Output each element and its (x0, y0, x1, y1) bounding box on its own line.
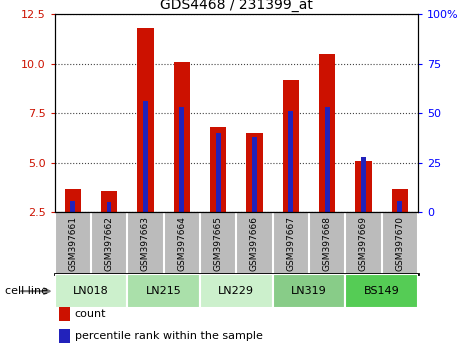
Text: GSM397669: GSM397669 (359, 216, 368, 271)
Bar (107, 202, 112, 212)
Text: cell line: cell line (5, 286, 48, 296)
Text: LN229: LN229 (218, 286, 254, 296)
Text: GSM397663: GSM397663 (141, 216, 150, 271)
Bar (65, 189, 81, 212)
Text: GSM397662: GSM397662 (104, 216, 114, 271)
Bar (180, 107, 184, 212)
Text: count: count (75, 309, 106, 319)
Bar (127, 274, 200, 308)
Bar (355, 161, 371, 212)
Bar (101, 190, 117, 212)
Bar (398, 200, 402, 212)
Text: GSM397668: GSM397668 (323, 216, 332, 271)
Text: LN319: LN319 (291, 286, 327, 296)
Text: GSM397667: GSM397667 (286, 216, 295, 271)
Text: GSM397665: GSM397665 (214, 216, 223, 271)
Bar (143, 101, 148, 212)
Bar (319, 54, 335, 212)
Title: GDS4468 / 231399_at: GDS4468 / 231399_at (160, 0, 313, 12)
Bar (247, 133, 263, 212)
Bar (210, 127, 226, 212)
Text: GSM397661: GSM397661 (68, 216, 77, 271)
Bar (345, 274, 418, 308)
Text: GSM397670: GSM397670 (395, 216, 404, 271)
Bar (70, 200, 75, 212)
Bar (325, 107, 330, 212)
Bar (273, 274, 345, 308)
Bar (361, 157, 366, 212)
Bar (137, 28, 153, 212)
Bar (55, 274, 127, 308)
Bar (283, 80, 299, 212)
Bar (174, 62, 190, 212)
Text: percentile rank within the sample: percentile rank within the sample (75, 331, 263, 341)
Text: GSM397666: GSM397666 (250, 216, 259, 271)
Text: LN215: LN215 (146, 286, 181, 296)
Bar (200, 274, 273, 308)
Text: LN018: LN018 (73, 286, 109, 296)
Text: GSM397664: GSM397664 (177, 216, 186, 271)
Text: BS149: BS149 (364, 286, 399, 296)
Bar (392, 189, 408, 212)
Bar (252, 137, 257, 212)
Bar (216, 133, 220, 212)
Bar (288, 111, 293, 212)
